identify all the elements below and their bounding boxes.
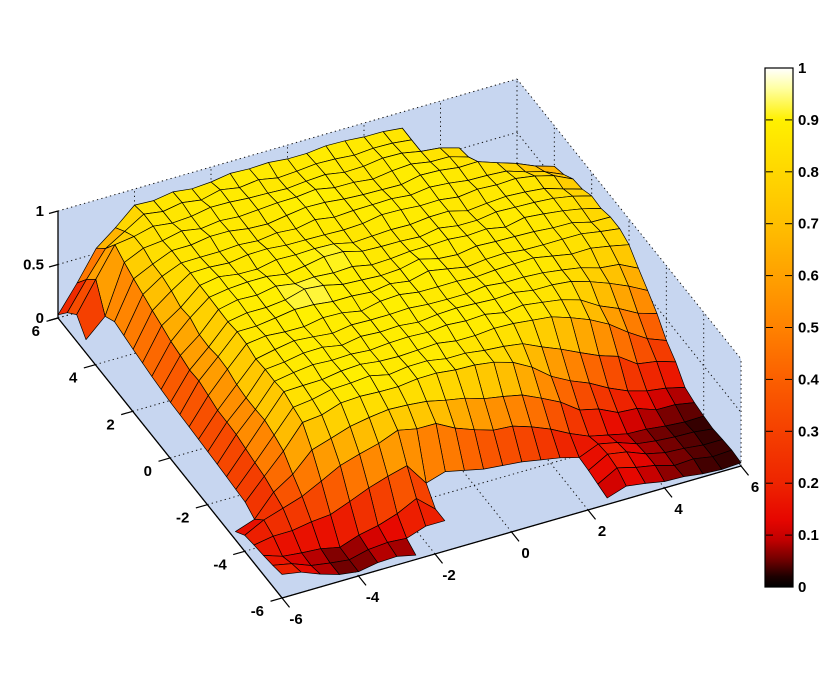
colorbar-tick-label: 0.2: [798, 475, 819, 492]
tick-mark: [121, 410, 133, 416]
x-tick-label: -2: [442, 567, 455, 584]
grid-line: [244, 418, 704, 552]
colorbar-tick-label: 0.7: [798, 216, 819, 233]
colorbar-tick-label: 0.1: [798, 527, 819, 544]
y-tick-label: -6: [251, 603, 264, 620]
y-tick-label: 2: [106, 416, 114, 433]
y-tick-label: -4: [213, 556, 227, 573]
colorbar-tick-label: 1: [798, 60, 806, 77]
x-axis-tick-labels: -6 -4 -2 0 2 4 6: [289, 479, 759, 628]
y-axis-tick-labels: -6 -4 -2 0 2 4 6: [32, 323, 264, 620]
tick-mark: [233, 550, 245, 556]
colorbar: [764, 67, 794, 588]
axis-ticks: [46, 210, 750, 608]
colorbar-tick-label: 0.8: [798, 164, 819, 181]
y-tick-label: 0: [144, 463, 152, 480]
tick-mark: [83, 364, 96, 369]
x-tick-label: -6: [289, 611, 302, 628]
x-tick-label: 4: [674, 501, 683, 518]
tick-mark: [740, 465, 750, 476]
tick-mark: [48, 263, 59, 268]
x-tick-label: 6: [751, 479, 759, 496]
tick-mark: [434, 553, 444, 564]
grid-line: [516, 78, 742, 360]
z-axis-tick-labels: 00.51: [23, 203, 44, 327]
x-tick-label: 0: [521, 545, 529, 562]
colorbar-tick-label: 0.6: [798, 268, 819, 285]
z-tick-label: 0: [36, 310, 44, 327]
colorbar-tick-label: 0.4: [798, 371, 820, 388]
colorbar-tick-label: 0.5: [798, 320, 819, 337]
tick-mark: [48, 210, 59, 215]
tick-mark: [587, 509, 597, 520]
surface-cell: [272, 563, 302, 575]
grid-line: [363, 229, 589, 511]
tick-mark: [48, 317, 59, 322]
z-tick-label: 0.5: [23, 257, 44, 274]
surface-mesh: [57, 127, 742, 575]
tick-mark: [195, 504, 208, 509]
x-tick-label: 2: [598, 523, 606, 540]
tick-mark: [664, 487, 673, 498]
z-tick-label: 1: [36, 203, 44, 220]
colorbar-tick-label: 0.9: [798, 112, 819, 129]
x-tick-label: -4: [366, 589, 380, 606]
y-tick-label: 4: [69, 370, 78, 387]
y-tick-label: -2: [176, 510, 189, 527]
surface-cell: [597, 467, 627, 499]
tick-mark: [281, 597, 291, 608]
tick-mark: [158, 457, 171, 462]
grid-line: [57, 78, 518, 212]
tick-mark: [511, 531, 520, 542]
tick-mark: [358, 575, 367, 586]
colorbar-tick-label: 0.3: [798, 423, 819, 440]
tick-mark: [270, 597, 283, 602]
y-tick-label: 6: [32, 323, 40, 340]
colorbar-tick-labels: 1 0.9 0.8 0.7 0.6 0.5 0.4 0.3 0.2 0.1 0: [798, 60, 820, 596]
colorbar-tick-label: 0: [798, 579, 806, 596]
